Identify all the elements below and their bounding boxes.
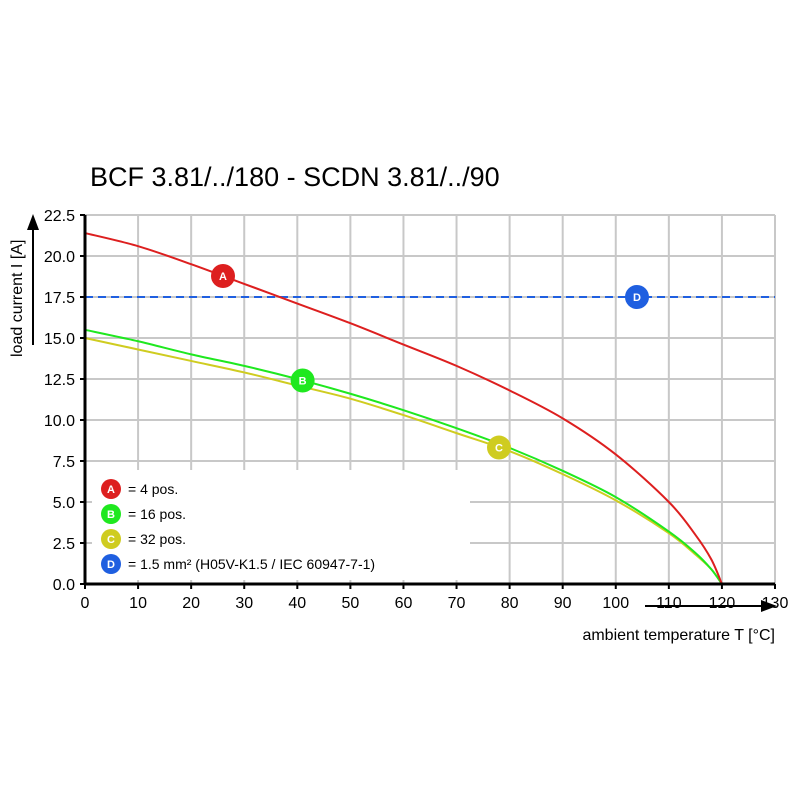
legend-badge-b: B <box>101 504 121 524</box>
y-tick-label: 0.0 <box>53 577 75 594</box>
y-tick-label: 20.0 <box>44 249 75 266</box>
marker-c-circle <box>487 435 511 460</box>
x-tick-label: 30 <box>235 595 253 612</box>
x-tick-label: 130 <box>762 595 789 612</box>
legend-badge-a: A <box>101 479 121 499</box>
legend-badge-b-letter: B <box>107 509 115 521</box>
legend-panel <box>92 470 470 580</box>
x-tick-label: 90 <box>554 595 572 612</box>
y-tick-label: 10.0 <box>44 413 75 430</box>
y-arrow-head <box>27 214 39 230</box>
x-tick-label: 100 <box>602 595 629 612</box>
y-tick-label: 22.5 <box>44 208 75 225</box>
y-tick-label: 7.5 <box>53 454 75 471</box>
legend-badge-d-letter: D <box>107 559 115 571</box>
x-tick-label: 50 <box>341 595 359 612</box>
series-markers: A B C D <box>211 264 649 460</box>
legend-badge-a-circle <box>101 479 121 499</box>
x-tick-label: 10 <box>129 595 147 612</box>
x-arrow-head <box>761 600 777 612</box>
marker-b-circle <box>290 368 315 393</box>
legend: A = 4 pos. B = 16 pos. C = 32 pos. D = 1.5 mm² … <box>92 470 470 580</box>
y-tick-label: 15.0 <box>44 331 75 348</box>
y-tick-label: 12.5 <box>44 372 75 389</box>
legend-label-d: = 1.5 mm² (H05V-K1.5 / IEC 60947-7-1) <box>128 556 375 572</box>
marker-a: A <box>211 264 235 289</box>
legend-badge-a-letter: A <box>107 484 115 496</box>
marker-c-letter: C <box>495 443 503 455</box>
marker-c: C <box>487 435 511 460</box>
axes <box>27 214 777 612</box>
y-axis-label: load current I [A] <box>9 240 26 357</box>
curves-layer <box>84 232 723 585</box>
legend-label-a: = 4 pos. <box>128 481 178 497</box>
marker-a-circle <box>211 264 235 289</box>
x-tick-label: 110 <box>656 595 682 612</box>
legend-label-c: = 32 pos. <box>128 531 186 547</box>
legend-label-b: = 16 pos. <box>128 506 186 522</box>
marker-d-letter: D <box>633 292 641 304</box>
legend-badge-c-letter: C <box>107 534 115 546</box>
x-tick-label: 40 <box>288 595 306 612</box>
x-tick-label: 80 <box>501 595 519 612</box>
legend-badge-c: C <box>101 529 121 549</box>
x-tick-label: 20 <box>182 595 200 612</box>
legend-badge-d-circle <box>101 554 121 574</box>
marker-d-circle <box>625 285 649 309</box>
marker-b: B <box>290 368 315 393</box>
y-tick-label: 17.5 <box>44 290 75 307</box>
legend-badge-b-circle <box>101 504 121 524</box>
x-tick-label: 70 <box>448 595 466 612</box>
marker-d: D <box>625 285 649 309</box>
y-tick-label: 2.5 <box>53 536 75 553</box>
tick-labels: 0 10 20 30 40 50 60 70 80 90 100 110 120 130 0.0 2.5 5.0… <box>44 208 789 612</box>
legend-badge-d: D <box>101 554 121 574</box>
series-line-a <box>84 232 723 585</box>
series-line-c <box>84 337 723 585</box>
y-tick-label: 5.0 <box>53 495 75 512</box>
marker-a-letter: A <box>219 271 227 283</box>
marker-b-letter: B <box>299 375 307 387</box>
legend-badge-c-circle <box>101 529 121 549</box>
x-tick-label: 120 <box>709 595 736 612</box>
x-tick-label: 0 <box>81 595 90 612</box>
chart-title: BCF 3.81/../180 - SCDN 3.81/../90 <box>90 162 500 192</box>
series-line-b <box>84 328 723 585</box>
x-tick-label: 60 <box>395 595 413 612</box>
x-axis-label: ambient temperature T [°C] <box>582 627 775 644</box>
